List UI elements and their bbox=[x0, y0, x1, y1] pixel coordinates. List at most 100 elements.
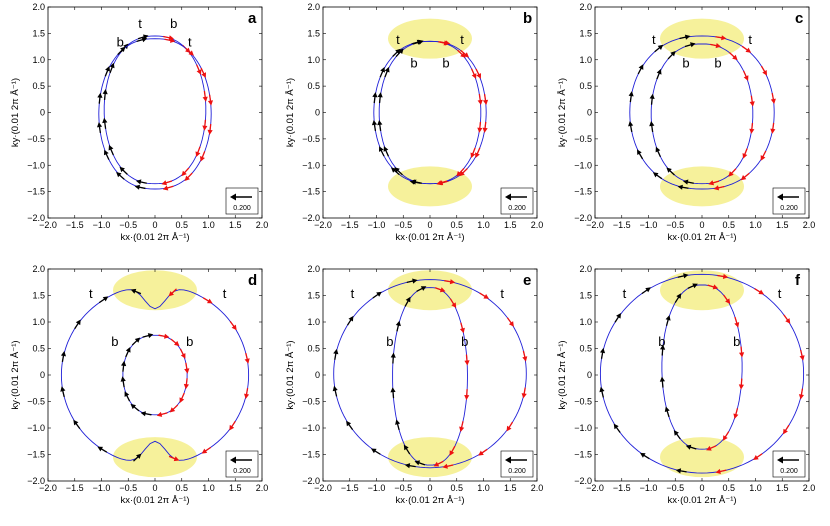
y-tick-label: 1.0 bbox=[307, 317, 320, 327]
x-tick-label: 2.0 bbox=[803, 483, 816, 493]
band-label-b: b bbox=[733, 334, 740, 349]
spin-arrow-head bbox=[371, 448, 377, 454]
spin-arrow-head bbox=[712, 284, 719, 290]
y-tick-label: −0.5 bbox=[27, 397, 45, 407]
spin-arrow-head bbox=[395, 48, 401, 55]
spin-arrow-head bbox=[207, 100, 213, 106]
spin-arrow-head bbox=[745, 47, 752, 53]
spin-arrow-head bbox=[506, 425, 512, 432]
y-tick-label: −0.5 bbox=[302, 134, 320, 144]
panel-a: −2.0 −1.5 −1.0 −0.5 0 0.5 1.0 1.5 2.0 2.0 1.5 1.0 0.… bbox=[10, 2, 268, 243]
spin-arrow-head bbox=[449, 450, 455, 456]
spin-arrow-head bbox=[184, 175, 190, 181]
spin-arrow-head bbox=[613, 423, 619, 430]
x-tick-label: 0.5 bbox=[450, 483, 463, 493]
y-axis-label: ky·(0.01 2π Å⁻¹) bbox=[285, 340, 296, 409]
spin-arrow-head bbox=[600, 347, 606, 354]
x-tick-label: −2.0 bbox=[314, 220, 332, 230]
spin-arrow-head bbox=[147, 333, 154, 339]
y-tick-label: −1.5 bbox=[302, 187, 320, 197]
spin-arrow-head bbox=[60, 386, 66, 392]
spin-arrow-head bbox=[164, 333, 170, 339]
y-tick-label: 1.0 bbox=[32, 55, 45, 65]
spin-arrow-head bbox=[119, 166, 125, 173]
x-axis-label: kx·(0.01 2π Å⁻¹) bbox=[120, 232, 189, 243]
scale-box bbox=[772, 450, 806, 478]
spin-arrow-head bbox=[725, 298, 731, 304]
band-label-b: b bbox=[714, 56, 721, 71]
spin-arrow-head bbox=[459, 327, 465, 334]
band-label-b: b bbox=[117, 35, 124, 50]
y-tick-label: 1.5 bbox=[579, 291, 592, 301]
spin-arrow-head bbox=[174, 340, 180, 347]
x-tick-label: −1.0 bbox=[93, 220, 111, 230]
spin-arrow-head bbox=[770, 128, 776, 134]
x-tick-label: 1.0 bbox=[749, 220, 762, 230]
spin-arrow-head bbox=[168, 35, 174, 41]
y-axis-label: ky·(0.01 2π Å⁻¹) bbox=[285, 78, 296, 147]
spin-arrow-head bbox=[628, 91, 634, 97]
spin-arrow-head bbox=[715, 468, 721, 474]
contour-line bbox=[599, 273, 805, 474]
x-axis-label: kx·(0.01 2π Å⁻¹) bbox=[667, 495, 736, 506]
spin-arrow-head bbox=[202, 96, 208, 102]
spin-arrow-head bbox=[120, 376, 126, 382]
highlight-region bbox=[388, 437, 472, 478]
spin-arrow-head bbox=[758, 289, 764, 295]
spin-arrow-head bbox=[180, 353, 186, 359]
x-tick-label: 1.5 bbox=[504, 483, 517, 493]
band-label-b: b bbox=[410, 56, 417, 71]
spin-arrow-head bbox=[670, 51, 676, 57]
y-tick-label: −0.5 bbox=[574, 397, 592, 407]
x-tick-label: 0.5 bbox=[722, 220, 735, 230]
band-label-t: t bbox=[351, 286, 355, 301]
x-tick-label: −1.5 bbox=[613, 483, 631, 493]
highlight-region bbox=[660, 437, 744, 478]
spin-arrow-head bbox=[640, 452, 646, 458]
x-tick-label: −1.0 bbox=[368, 220, 386, 230]
x-tick-label: −2.0 bbox=[39, 220, 57, 230]
spin-arrow-head bbox=[405, 296, 411, 303]
spin-arrow-head bbox=[414, 460, 421, 466]
contour-line bbox=[650, 43, 754, 185]
spin-arrow-head bbox=[456, 171, 462, 177]
x-tick-label: 0 bbox=[699, 220, 704, 230]
spin-arrow-head bbox=[675, 468, 682, 474]
spin-arrow-head bbox=[134, 184, 140, 190]
y-tick-label: −1.5 bbox=[574, 187, 592, 197]
spin-arrow-head bbox=[762, 70, 767, 76]
spin-arrow-head bbox=[229, 424, 235, 431]
scale-box bbox=[225, 187, 259, 215]
panel-letter: e bbox=[523, 272, 531, 289]
spin-arrow-head bbox=[116, 172, 122, 178]
x-tick-label: 1.0 bbox=[749, 483, 762, 493]
spin-arrow-head bbox=[657, 44, 664, 50]
x-tick-label: 1.5 bbox=[776, 220, 789, 230]
spin-arrow-head bbox=[332, 385, 338, 392]
spin-arrow-head bbox=[459, 426, 465, 432]
spin-arrow-head bbox=[136, 453, 142, 459]
y-tick-label: 1.5 bbox=[307, 28, 320, 38]
spin-arrow-head bbox=[477, 99, 483, 105]
spin-arrow-head bbox=[628, 121, 634, 127]
highlight-region bbox=[388, 166, 472, 207]
y-tick-label: −2.0 bbox=[27, 213, 45, 223]
spin-arrow-head bbox=[659, 376, 665, 382]
spin-arrow-head bbox=[390, 352, 396, 358]
highlight-region bbox=[113, 437, 197, 478]
x-tick-label: −1.0 bbox=[640, 220, 658, 230]
x-tick-label: 2.0 bbox=[531, 483, 544, 493]
y-axis-label: ky·(0.01 2π Å⁻¹) bbox=[10, 340, 21, 409]
spin-arrow-head bbox=[476, 73, 481, 79]
spin-arrow-head bbox=[384, 66, 390, 73]
band-label-t: t bbox=[188, 35, 192, 50]
spin-arrow-head bbox=[420, 286, 427, 291]
spin-arrow-head bbox=[379, 146, 384, 152]
y-tick-label: −1.5 bbox=[27, 450, 45, 460]
x-tick-label: 2.0 bbox=[803, 220, 816, 230]
spin-arrow-head bbox=[508, 321, 514, 327]
scale-arrow-head bbox=[230, 193, 236, 201]
y-tick-label: 0 bbox=[315, 108, 320, 118]
band-label-t: t bbox=[748, 32, 752, 47]
spin-arrow-head bbox=[464, 395, 470, 401]
